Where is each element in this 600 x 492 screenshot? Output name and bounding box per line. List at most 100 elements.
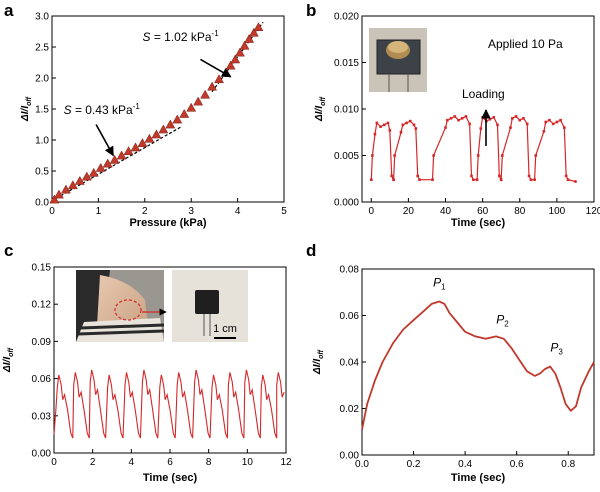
y-tick-label: 0.08 [340, 265, 360, 276]
data-point [158, 124, 169, 134]
data-point [60, 184, 71, 194]
x-tick-label: 0.6 [510, 459, 524, 470]
data-point [200, 89, 211, 99]
data-point [414, 127, 418, 130]
data-point [574, 180, 577, 183]
y-tick-label: 1.5 [35, 105, 49, 116]
y-tick-label: 0.02 [340, 404, 360, 415]
y-tick-label: 0.0 [35, 198, 49, 209]
x-tick-label: 0.4 [458, 459, 472, 470]
data-point [393, 154, 396, 157]
y-tick-label: 0.09 [32, 337, 52, 348]
data-point [179, 108, 190, 118]
data-point [544, 120, 548, 124]
data-point [388, 129, 392, 132]
x-tick-label: 4 [235, 206, 241, 217]
sensor-location-circle [114, 299, 142, 321]
x-tick-label: 4 [129, 457, 135, 468]
x-tick-label: 1 [96, 206, 102, 217]
data-point [498, 174, 501, 178]
data-point [230, 54, 241, 64]
data-point [525, 122, 529, 126]
data-point [116, 150, 127, 160]
data-point [144, 133, 155, 143]
data-point [446, 118, 449, 122]
series-line [370, 115, 576, 183]
x-tick-label: 0.8 [561, 459, 575, 470]
data-point [369, 178, 373, 181]
data-point [566, 178, 570, 181]
data-point [186, 102, 197, 112]
peak-label: P1 [433, 275, 446, 291]
y-tick-label: 0.010 [334, 105, 359, 116]
data-point [102, 158, 113, 168]
x-tick-label: 2 [90, 457, 96, 468]
data-point [373, 132, 377, 136]
y-tick-label: 3.0 [35, 12, 49, 23]
y-tick-label: 0.12 [32, 300, 52, 311]
y-tick-label: 0.5 [35, 167, 49, 178]
y-tick-label: 2.0 [35, 74, 49, 85]
y-tick-label: 0.15 [32, 263, 52, 274]
data-point [479, 127, 483, 130]
data-point [239, 40, 250, 50]
data-point [472, 178, 475, 181]
data-point [151, 129, 162, 139]
data-point [501, 154, 504, 157]
y-tick-label: 2.5 [35, 43, 49, 54]
data-point [481, 116, 484, 119]
data-point [492, 116, 496, 119]
data-point [392, 178, 395, 181]
applied-pressure-note: Applied 10 Pa [488, 37, 563, 51]
y-tick-label: 0.04 [340, 358, 360, 369]
data-point [109, 154, 120, 164]
x-tick-label: 0 [51, 457, 57, 468]
panel-c-chart: 0 2 4 6 8 10 12 0.00 0.03 0.06 0.09 0.12 0.15 Time (… [2, 263, 292, 485]
x-axis-label: Time (sec) [451, 217, 506, 229]
device-photo-inset [369, 28, 427, 92]
data-point [464, 115, 468, 118]
data-point [457, 118, 460, 122]
panel-letter-a: a [4, 1, 14, 20]
slope-annotation: S = 1.02 kPa-1 [142, 29, 219, 44]
x-tick-label: 0 [368, 206, 374, 217]
data-point [555, 120, 559, 124]
x-tick-label: 6 [167, 457, 173, 468]
loading-label: Loading [462, 87, 505, 101]
data-point [475, 178, 479, 181]
data-point [559, 118, 562, 122]
data-point [509, 126, 512, 129]
data-point [418, 178, 421, 181]
data-point [375, 121, 379, 125]
y-tick-label: 0.06 [340, 311, 360, 322]
x-tick-label: 12 [280, 457, 292, 468]
panel-d-chart: 0.0 0.2 0.4 0.6 0.8 0.00 0.02 0.04 0.06 0.08 P1 P2 P… [312, 265, 595, 484]
data-point [412, 123, 416, 127]
x-tick-label: 60 [477, 206, 489, 217]
data-point [514, 115, 518, 118]
data-point [88, 167, 99, 177]
panel-b-chart: 0 20 40 60 80 100 120 0.000 0.005 0.010 0.015 0.020… [314, 12, 600, 230]
y-tick-label: 0.06 [32, 374, 52, 385]
data-point [130, 142, 141, 152]
data-point [460, 117, 464, 120]
data-point [49, 194, 60, 204]
data-point [499, 178, 503, 181]
neck-photo-inset [76, 270, 167, 342]
data-point [470, 174, 473, 178]
data-point [496, 123, 499, 127]
data-point [527, 174, 531, 178]
data-point [123, 146, 134, 156]
slope-annotation: S = 0.43 kPa-1 [64, 102, 141, 117]
x-tick-label: 2 [142, 206, 148, 217]
data-point [468, 122, 471, 126]
x-axis-label: Pressure (kPa) [129, 217, 206, 229]
data-point [54, 189, 64, 199]
data-point [548, 118, 551, 122]
y-axis-label: ΔI/Ioff [314, 96, 327, 122]
data-point [488, 117, 492, 121]
peak-label: P2 [496, 313, 509, 329]
panel-letter-b: b [306, 1, 316, 20]
x-tick-label: 0 [49, 206, 55, 217]
